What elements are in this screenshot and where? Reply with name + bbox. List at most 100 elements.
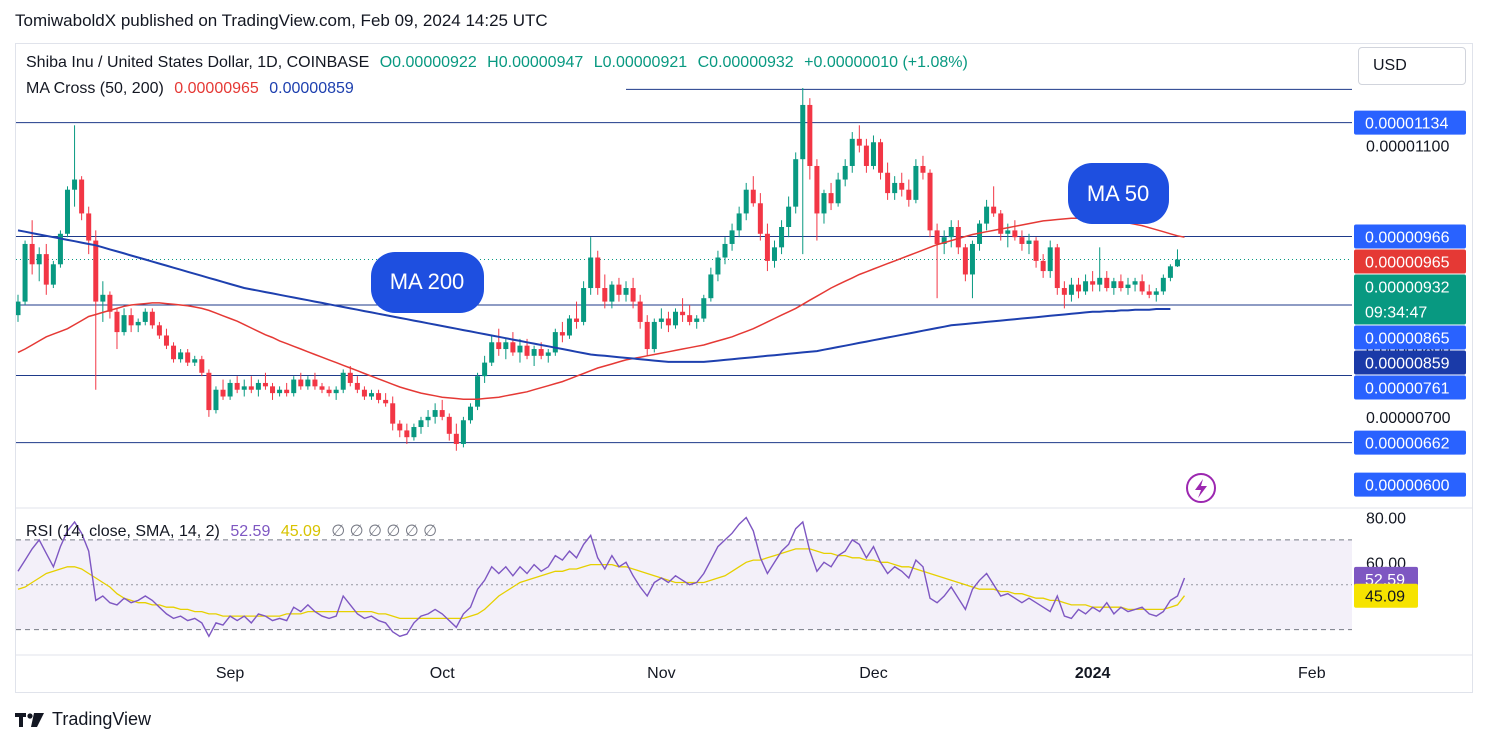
candle — [114, 308, 120, 350]
candle — [298, 372, 304, 390]
annotation-ma50[interactable]: MA 50 — [1068, 163, 1169, 224]
candle — [1139, 274, 1145, 295]
rsi-line — [17, 516, 1186, 638]
candle — [849, 132, 855, 173]
candle — [545, 349, 551, 363]
candle — [609, 281, 615, 309]
candle — [72, 125, 78, 207]
candle-body — [779, 227, 785, 248]
candle — [234, 376, 240, 394]
candle — [913, 159, 919, 204]
candle-body — [1040, 260, 1046, 272]
candle — [354, 376, 360, 394]
candle — [807, 98, 813, 180]
candle-body — [665, 318, 671, 326]
candle-body — [969, 243, 975, 275]
candle-body — [538, 349, 544, 356]
candle-body — [1068, 284, 1074, 295]
candle — [1104, 271, 1110, 292]
candle-body — [644, 321, 650, 350]
candle — [142, 308, 148, 326]
candle — [729, 223, 735, 251]
candle-body — [227, 382, 233, 397]
price-badge-label: 0.00000859 — [1365, 355, 1450, 372]
candle-body — [1090, 281, 1096, 285]
candle-body — [531, 349, 537, 356]
candle — [658, 308, 664, 329]
tradingview-logo-icon — [15, 712, 44, 727]
candle — [227, 379, 233, 400]
candle-body — [842, 165, 848, 180]
published-by-text: TomiwaboldX published on TradingView.com… — [15, 11, 548, 30]
candle-body — [962, 247, 968, 275]
candle-body — [16, 301, 21, 316]
candle-body — [369, 393, 374, 397]
candle — [531, 345, 537, 366]
candle — [644, 315, 650, 356]
lightning-icon[interactable] — [1186, 473, 1216, 503]
candle — [708, 267, 714, 302]
candle — [1160, 274, 1166, 295]
candle — [673, 308, 679, 329]
price-badge-label: 0.00000965 — [1365, 254, 1450, 271]
candle — [107, 291, 113, 319]
candle — [779, 220, 785, 255]
candle-body — [793, 159, 799, 207]
candle — [50, 260, 56, 289]
candle-body — [1083, 281, 1089, 292]
candle-body — [467, 406, 473, 421]
candle-body — [899, 182, 905, 190]
candle — [43, 243, 49, 295]
currency-button[interactable]: USD — [1358, 47, 1466, 85]
rsi-sma-value: 45.09 — [280, 523, 321, 540]
candle — [786, 196, 792, 238]
candle-body — [234, 382, 240, 390]
ma-title: MA Cross (50, 200) — [26, 80, 164, 97]
candle — [79, 176, 85, 221]
candle — [171, 342, 177, 363]
candle — [870, 135, 876, 170]
candle — [687, 304, 693, 326]
footer-brand[interactable]: TradingView — [15, 709, 151, 730]
candle — [1132, 277, 1138, 292]
candle — [510, 332, 516, 356]
rsi-tick-label: 80.00 — [1366, 510, 1406, 527]
rsi-legend[interactable]: RSI (14, close, SMA, 14, 2) 52.59 45.09 … — [26, 521, 443, 541]
candle-body — [878, 142, 884, 173]
price-badge-bg — [1354, 110, 1466, 135]
price-badge-label: 0.00000662 — [1365, 436, 1450, 453]
candle — [1012, 220, 1018, 241]
candle — [411, 423, 417, 441]
candle-body — [1118, 281, 1124, 289]
candle-body — [595, 257, 601, 289]
price-badge-label: 0.00000761 — [1365, 380, 1450, 397]
rsi-sma-badge: 45.09 — [1354, 583, 1418, 608]
candle-body — [517, 345, 523, 353]
price-badge: 0.00000865 — [1354, 325, 1466, 350]
candle — [842, 159, 848, 187]
annotation-ma200[interactable]: MA 200 — [371, 252, 484, 313]
candle-body — [998, 213, 1004, 234]
candle-body — [79, 179, 85, 214]
candle-body — [906, 189, 912, 200]
price-badge: 0.00000932 09:34:47 — [1354, 274, 1466, 325]
candle-body — [404, 430, 410, 438]
candle-body — [637, 301, 643, 322]
candle-body — [1174, 259, 1180, 267]
candle-body — [616, 284, 622, 295]
candle — [1097, 247, 1103, 292]
candle-body — [86, 213, 92, 241]
candle — [962, 243, 968, 282]
candle — [616, 277, 622, 302]
ohlc-high: H0.00000947 — [487, 54, 584, 71]
candle — [771, 240, 777, 268]
candle-body — [319, 386, 325, 390]
candle — [241, 379, 247, 397]
price-tick-label: 0.00000700 — [1366, 410, 1451, 427]
ma-legend[interactable]: MA Cross (50, 200) 0.00000965 0.00000859 — [26, 80, 360, 98]
price-badge: 0.00001134 — [1354, 110, 1466, 135]
candle-body — [1026, 240, 1032, 244]
candle-body — [411, 427, 417, 438]
candle-body — [771, 247, 777, 261]
